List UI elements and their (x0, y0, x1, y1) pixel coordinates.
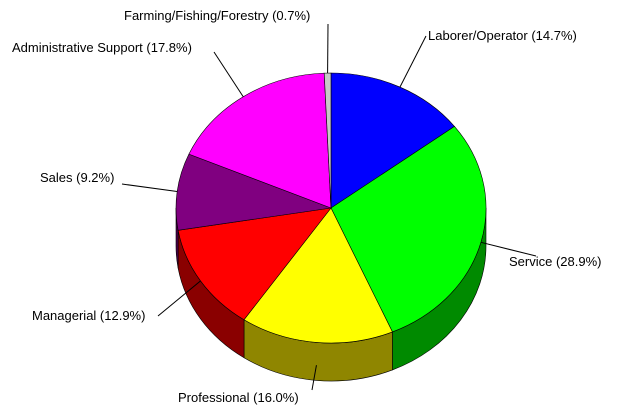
slice-label-laborer-operator: Laborer/Operator (14.7%) (428, 28, 577, 43)
slice-label-service: Service (28.9%) (509, 254, 601, 269)
pie-sides (175, 207, 487, 382)
slice-managerial (177, 207, 332, 321)
leader-lines (121, 23, 537, 391)
slice-labels: Laborer/Operator (14.7%) Service (28.9%) P… (12, 8, 601, 405)
leader-line-service (480, 241, 537, 257)
leader-line-managerial (157, 280, 201, 317)
pie-slices (175, 72, 487, 344)
leader-line-sales (121, 183, 178, 193)
leader-line-laborer-operator (399, 35, 427, 88)
slice-sales (175, 153, 333, 231)
slice-professional (243, 207, 393, 344)
slice-label-administrative-support: Administrative Support (17.8%) (12, 40, 192, 55)
slice-label-farming-fishing-forestry: Farming/Fishing/Forestry (0.7%) (124, 8, 310, 23)
slice-administrative-support (188, 72, 332, 209)
slice-label-sales: Sales (9.2%) (40, 170, 114, 185)
leader-line-professional (311, 365, 317, 391)
leader-line-administrative-support (213, 51, 244, 98)
slice-label-professional: Professional (16.0%) (178, 390, 299, 405)
slice-label-managerial: Managerial (12.9%) (32, 308, 145, 323)
